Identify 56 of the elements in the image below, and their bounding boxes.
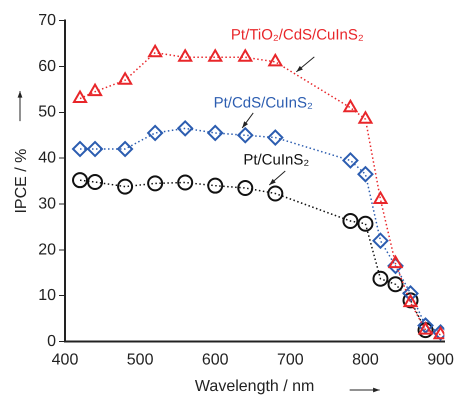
point (268, 54, 282, 66)
point (238, 49, 252, 62)
point (72, 172, 88, 188)
point (72, 141, 88, 157)
x-tick-label: 500 (126, 352, 154, 369)
x-tick-label: 800 (352, 352, 379, 369)
point (342, 152, 358, 168)
y-tick-label: 30 (38, 195, 56, 212)
point (372, 232, 388, 249)
point (237, 127, 254, 144)
point (387, 276, 404, 292)
series-label: Pt/CdS/CuInS₂ (214, 94, 313, 112)
point (237, 180, 254, 196)
point (418, 322, 434, 338)
point (177, 120, 194, 136)
y-tick-label: 0 (47, 333, 56, 350)
y-tick-label: 50 (38, 104, 56, 121)
point (118, 72, 132, 85)
point (402, 285, 419, 302)
point (357, 166, 374, 182)
point (88, 84, 102, 96)
point (207, 178, 224, 194)
y-tick-label: 20 (38, 241, 56, 258)
point (87, 141, 104, 157)
x-tick-label: 600 (202, 352, 229, 369)
point (207, 124, 224, 141)
point (387, 258, 404, 274)
y-tick-label: 70 (38, 12, 56, 30)
x-tick-label: 400 (52, 352, 78, 369)
point (177, 174, 194, 190)
point (87, 174, 104, 190)
point (178, 49, 192, 62)
point (267, 130, 284, 146)
point (147, 124, 164, 141)
y-tick-label: 10 (38, 287, 56, 304)
point (267, 185, 284, 202)
x-tick-label: 700 (276, 352, 304, 369)
point (343, 100, 358, 112)
point (72, 90, 88, 104)
y-tick-label: 60 (38, 58, 56, 75)
series-label: Pt/CuInS₂ (243, 152, 310, 169)
point (418, 318, 434, 334)
point (148, 44, 162, 58)
x-axis-title: Wavelength / nm (194, 378, 314, 395)
x-tick-label: 900 (427, 352, 454, 369)
point (147, 175, 164, 192)
series-label: Pt/TiO₂/CdS/CuInS₂ (230, 26, 364, 44)
y-axis-title: IPCE / % (13, 148, 30, 214)
y-tick-label: 40 (38, 150, 56, 167)
point (117, 141, 134, 157)
point (372, 270, 388, 287)
point (208, 49, 222, 62)
point (117, 178, 134, 195)
point (358, 111, 373, 124)
point (342, 212, 358, 229)
point (357, 216, 374, 232)
